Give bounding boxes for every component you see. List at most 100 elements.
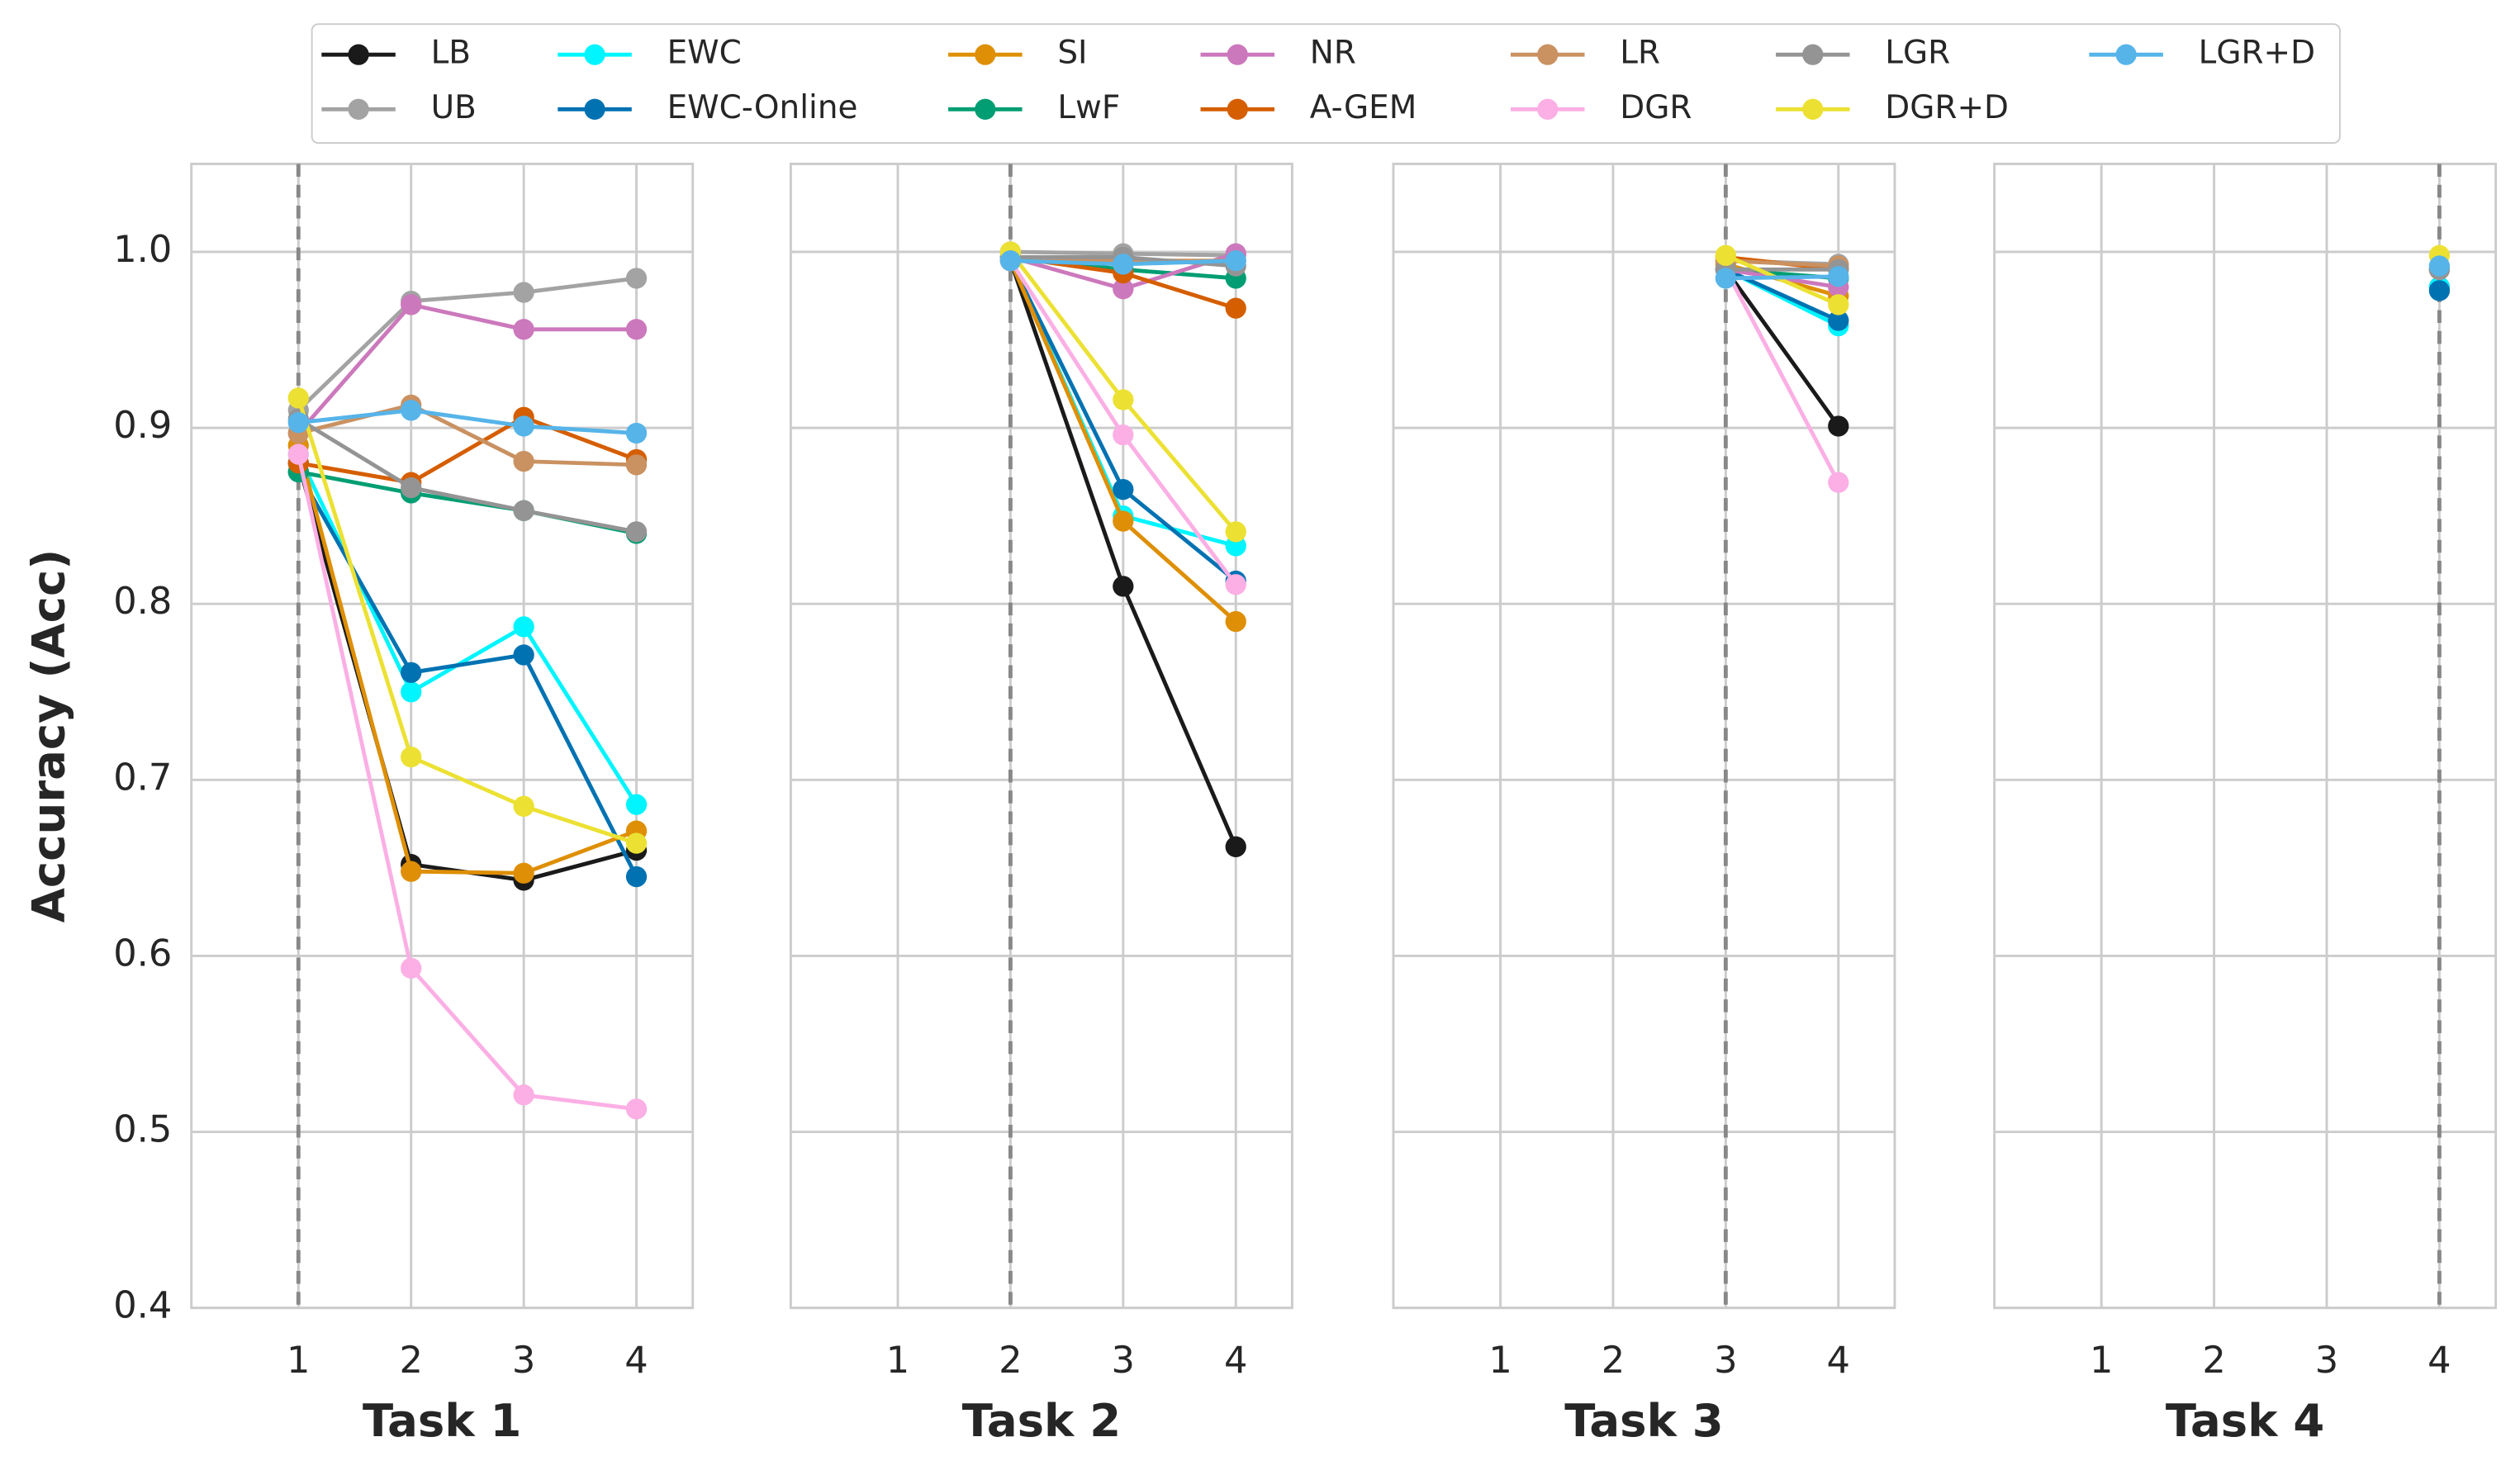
series-marker <box>625 422 648 444</box>
series-marker <box>1828 294 1849 315</box>
y-tick-label: 0.9 <box>113 403 172 447</box>
series-marker <box>401 477 422 499</box>
series-marker <box>1828 266 1849 287</box>
series-marker <box>625 521 648 543</box>
x-tick-label: 1 <box>287 1338 310 1382</box>
x-tick-label: 2 <box>1602 1338 1625 1382</box>
series-marker <box>401 957 422 979</box>
series-marker <box>1828 472 1849 493</box>
y-tick-label: 0.6 <box>113 931 172 975</box>
legend-label: LwF <box>1057 89 1120 126</box>
series-marker <box>513 415 534 437</box>
series-marker <box>287 412 309 434</box>
legend-label: LB <box>431 35 471 72</box>
x-tick-label: 4 <box>624 1338 648 1382</box>
series-marker <box>1225 836 1246 857</box>
series-marker <box>1225 250 1246 272</box>
legend-marker <box>1802 98 1824 120</box>
legend-marker <box>1227 44 1248 65</box>
series-marker <box>401 400 422 421</box>
legend-label: LR <box>1620 35 1660 72</box>
series-line <box>1725 254 1839 307</box>
series-marker <box>1113 254 1134 275</box>
series-line <box>297 402 637 467</box>
series-line <box>297 276 637 412</box>
series-marker <box>513 450 534 472</box>
legend-marker <box>1227 98 1248 120</box>
y-axis-label: Accuracy (Acc) <box>22 549 75 922</box>
series-marker <box>1715 244 1737 266</box>
series-marker <box>513 862 534 884</box>
x-tick-label: 4 <box>1224 1338 1247 1382</box>
series-marker <box>625 319 648 340</box>
series-line <box>297 417 637 534</box>
legend-label: NR <box>1310 35 1356 72</box>
series-marker <box>513 616 534 638</box>
x-axis-label: Task 1 <box>363 1394 521 1447</box>
series-marker <box>513 644 534 666</box>
series-marker <box>287 387 309 409</box>
series-marker <box>1828 415 1849 437</box>
series-marker <box>513 1084 534 1106</box>
series-marker <box>1113 510 1134 532</box>
series-marker <box>287 443 309 465</box>
y-tick-label: 0.7 <box>113 755 172 799</box>
x-tick-label: 3 <box>512 1338 535 1382</box>
series-line <box>296 444 638 875</box>
y-tick-label: 0.8 <box>113 579 172 623</box>
series-marker <box>999 250 1022 272</box>
x-tick-label: 1 <box>886 1338 909 1382</box>
x-axis-label: Task 4 <box>2166 1394 2324 1447</box>
series-marker <box>625 832 648 854</box>
legend-marker <box>975 98 996 120</box>
series-marker <box>401 746 422 768</box>
series-marker <box>1225 610 1246 633</box>
legend-label: SI <box>1057 35 1087 72</box>
series-marker <box>513 282 534 303</box>
series-marker <box>1225 574 1246 595</box>
series-marker <box>513 795 534 817</box>
series-line <box>296 397 638 846</box>
x-tick-label: 3 <box>1112 1338 1135 1382</box>
legend-marker <box>584 98 605 120</box>
legend-marker <box>584 44 605 65</box>
legend-marker <box>1537 98 1559 120</box>
y-tick-label: 0.4 <box>113 1283 172 1327</box>
series-marker <box>1715 268 1737 289</box>
legend-marker <box>1537 44 1559 65</box>
series-marker <box>401 681 422 703</box>
x-tick-label: 1 <box>2090 1338 2113 1382</box>
legend-label: UB <box>431 89 477 126</box>
series-line <box>297 415 638 485</box>
plot-frame <box>190 162 695 1310</box>
series-marker <box>401 294 422 315</box>
plot-frame <box>1993 162 2498 1310</box>
series-marker <box>401 861 422 882</box>
series-line <box>298 408 637 435</box>
legend-label: EWC <box>667 35 742 72</box>
series-marker <box>625 1098 648 1120</box>
series-line <box>1724 268 1840 484</box>
legend-label: DGR <box>1620 89 1692 126</box>
x-tick-label: 4 <box>2427 1338 2451 1382</box>
plot-frame <box>1392 162 1896 1310</box>
series-marker <box>625 794 648 815</box>
series-line <box>1724 268 1840 428</box>
series-marker <box>2428 255 2451 277</box>
series-line <box>296 453 637 1112</box>
legend-marker <box>975 44 996 65</box>
x-axis-label: Task 2 <box>962 1394 1121 1447</box>
series-marker <box>1113 278 1134 300</box>
series-marker <box>1225 521 1246 543</box>
series-marker <box>1225 297 1246 319</box>
x-tick-label: 4 <box>1827 1338 1850 1382</box>
series-marker <box>1113 424 1134 446</box>
series-line <box>297 302 637 435</box>
series-marker <box>1113 479 1134 500</box>
series-marker <box>513 500 534 521</box>
series-marker <box>625 268 648 289</box>
series-marker <box>513 319 534 340</box>
legend-label: A-GEM <box>1310 89 1417 126</box>
series-marker <box>1113 389 1134 410</box>
